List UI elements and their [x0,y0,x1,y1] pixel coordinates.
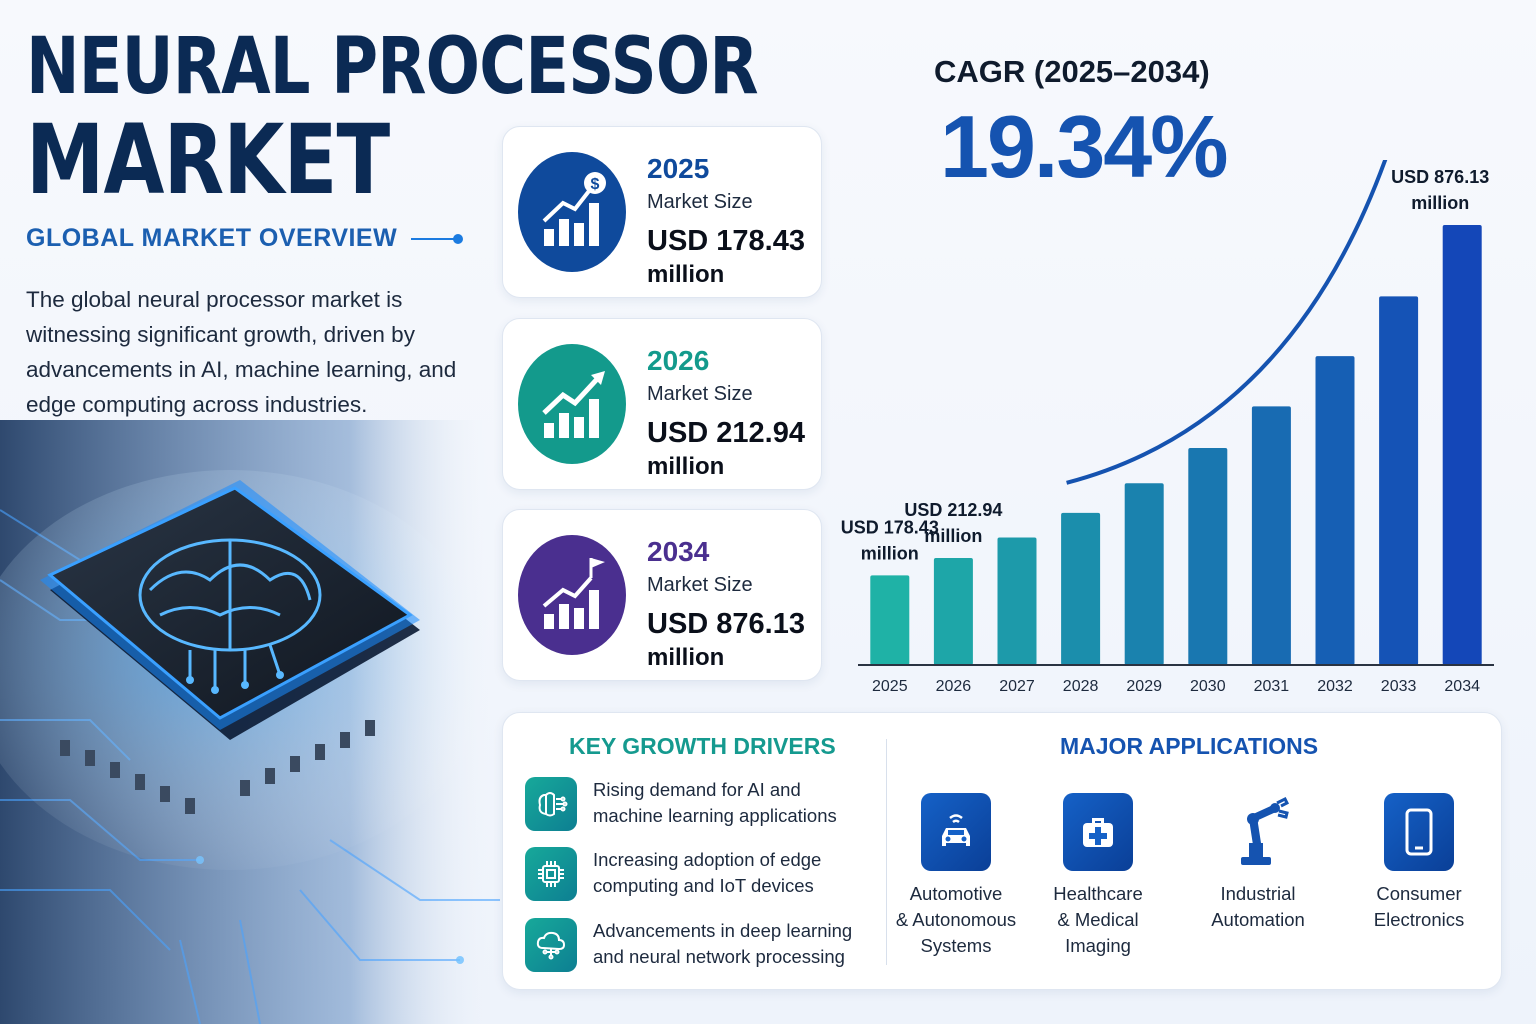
driver-text: Rising demand for AI and machine learnin… [593,779,837,826]
application-label: Consumer Electronics [1344,881,1494,933]
bar-2034 [1442,225,1482,665]
data-label-2025: USD 178.43 [841,517,939,537]
card-label: Market Size [647,574,753,596]
page-title: NEURAL PROCESSOR MARKET [26,22,759,216]
driver-item: Increasing adoption of edge computing an… [525,847,853,901]
x-tick-label: 2033 [1381,678,1417,695]
bar-growth-arrow-icon [517,343,627,465]
card-year: 2025 [647,153,710,184]
brain-circuit-icon [525,777,577,831]
card-label: Market Size [647,191,753,213]
drivers-heading: KEY GROWTH DRIVERS [569,733,836,759]
driver-text: Advancements in deep learning and neural… [593,920,853,967]
growth-trend-arrow-icon [1066,160,1388,485]
chip-icon [525,847,577,901]
application-label: Healthcare & Medical Imaging [1023,881,1173,959]
x-tick-label: 2026 [936,678,972,695]
bar-growth-dollar-icon: $ [517,151,627,273]
application-industrial: Industrial Automation [1183,793,1333,933]
medical-kit-icon [1063,793,1133,871]
driver-text: Increasing adoption of edge computing an… [593,849,822,896]
subtitle-text: GLOBAL MARKET OVERVIEW [26,224,398,252]
label-line: Consumer [1376,883,1462,904]
x-tick-label: 2030 [1190,678,1226,695]
application-consumer-electronics: Consumer Electronics [1344,793,1494,933]
panel-divider [886,739,887,965]
x-tick-label: 2028 [1063,678,1099,695]
subtitle: GLOBAL MARKET OVERVIEW [26,224,464,253]
bar-2025 [870,575,910,665]
market-size-card-2026: 2026 Market Size USD 212.94 million [502,318,822,490]
data-label-2034: million [1411,193,1469,213]
robotic-arm-icon [1223,793,1293,871]
bar-2027 [997,537,1037,665]
card-value: USD 178.43 [647,225,805,257]
label-line: Automotive [909,883,1003,904]
label-line: Industrial [1220,883,1296,904]
title-line-2: MARKET [26,104,390,216]
cloud-network-icon [525,918,577,972]
driver-item: Rising demand for AI and machine learnin… [525,777,853,831]
bar-2028 [1061,512,1101,665]
card-year: 2026 [647,345,710,376]
label-line: Imaging [1065,935,1131,956]
data-label-2026: USD 212.94 [904,500,1002,520]
x-tick-label: 2032 [1317,678,1353,695]
card-unit: million [647,261,725,288]
x-tick-label: 2027 [999,678,1035,695]
card-label: Market Size [647,383,753,405]
card-value: USD 212.94 [647,417,805,449]
application-healthcare: Healthcare & Medical Imaging [1023,793,1173,959]
drivers-applications-panel: KEY GROWTH DRIVERS Rising demand for AI … [502,712,1502,990]
market-growth-bar-chart: 2025 2026 2027 2028 2029 2030 2031 2032 2033 2034… [841,160,1494,695]
bar-2033 [1379,296,1419,665]
data-label-2034: USD 876.13 [1391,167,1489,187]
label-line: Systems [920,935,992,956]
card-unit: million [647,453,725,480]
neural-chip-illustration [0,420,500,1024]
smartphone-icon [1384,793,1454,871]
market-size-card-2025: $ 2025 Market Size USD 178.43 million [502,126,822,298]
subtitle-connector-icon [411,233,464,245]
svg-text:$: $ [591,176,600,193]
cagr-value: 19.34% [940,97,1228,196]
title-line-1: NEURAL PROCESSOR [26,22,759,112]
application-label: Automotive & Autonomous Systems [881,881,1031,959]
connected-car-icon [921,793,991,871]
intro-text: The global neural processor market is wi… [26,287,457,417]
card-unit: million [647,644,725,671]
bar-2029 [1124,483,1164,665]
label-line: & Autonomous [895,909,1017,930]
label-line: & Medical [1057,909,1139,930]
bar-2032 [1315,356,1355,665]
bar-2030 [1188,448,1228,665]
applications-heading: MAJOR APPLICATIONS [1060,733,1319,759]
data-label-2026: million [924,526,982,546]
application-label: Industrial Automation [1183,881,1333,933]
card-year: 2034 [647,536,710,567]
market-size-card-2034: 2034 Market Size USD 876.13 million [502,509,822,681]
bar-2026 [933,558,973,665]
x-tick-label: 2025 [872,678,908,695]
label-line: Electronics [1373,909,1465,930]
data-label-2025: million [861,543,919,563]
card-value: USD 876.13 [647,608,805,640]
driver-item: Advancements in deep learning and neural… [525,918,853,972]
application-automotive: Automotive & Autonomous Systems [881,793,1031,959]
label-line: Automation [1211,909,1305,930]
bar-2031 [1251,406,1291,665]
cagr-label: CAGR (2025–2034) [934,54,1210,89]
bar-growth-flag-icon [517,534,627,656]
x-tick-label: 2029 [1126,678,1162,695]
x-tick-label: 2034 [1444,678,1480,695]
x-tick-label: 2031 [1254,678,1290,695]
label-line: Healthcare [1053,883,1143,904]
